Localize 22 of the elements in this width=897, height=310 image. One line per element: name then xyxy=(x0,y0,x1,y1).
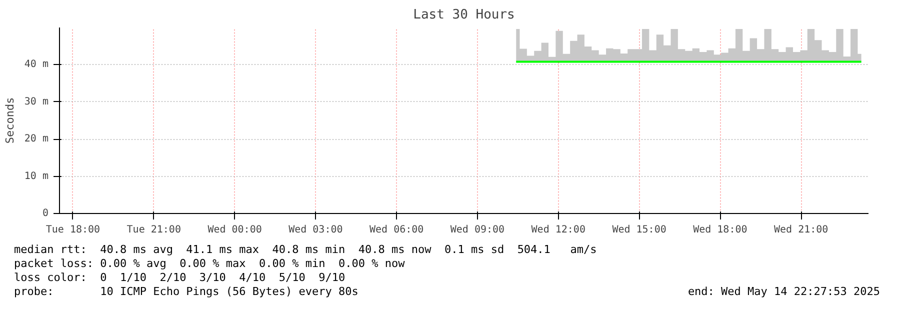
text: packet loss: 0.00 % avg 0.00 % max 0.00 % min 0.00 % now xyxy=(14,257,406,271)
text: probe: 10 ICMP Echo Pings (56 Bytes) every 80s xyxy=(14,285,358,299)
x-tick-label: Wed 06:00 xyxy=(369,224,424,236)
x-tick-label: Tue 21:00 xyxy=(126,224,181,236)
y-tick-label: 0 xyxy=(42,208,49,219)
y-tick-label: 10 m xyxy=(24,170,49,182)
y-tick-label: 30 m xyxy=(24,96,49,108)
x-tick-label: Wed 03:00 xyxy=(288,224,343,236)
text: loss color: 0 1/10 2/10 3/10 4/10 5/10 9/10 xyxy=(14,271,346,285)
x-tick-label: Wed 09:00 xyxy=(450,224,505,236)
x-tick-label: Wed 00:00 xyxy=(208,224,262,236)
chart-title: Last 30 Hours xyxy=(413,8,515,22)
x-tick-label: Wed 18:00 xyxy=(693,224,748,236)
y-axis-title: Seconds xyxy=(3,97,16,144)
y-tick-label: 20 m xyxy=(24,134,49,145)
x-tick-label: Tue 18:00 xyxy=(46,224,100,236)
x-tick-label: Wed 21:00 xyxy=(774,224,828,236)
text: median rtt: 40.8 ms avg 41.1 ms max 40.8 ms min 40.8 ms now 0.1 ms sd 504.1 am/s xyxy=(14,243,598,257)
y-tick-label: 40 m xyxy=(24,59,49,70)
x-tick-label: Wed 12:00 xyxy=(531,224,586,236)
text: end: Wed May 14 22:27:53 2025 xyxy=(688,285,880,299)
x-tick-label: Wed 15:00 xyxy=(612,224,666,236)
